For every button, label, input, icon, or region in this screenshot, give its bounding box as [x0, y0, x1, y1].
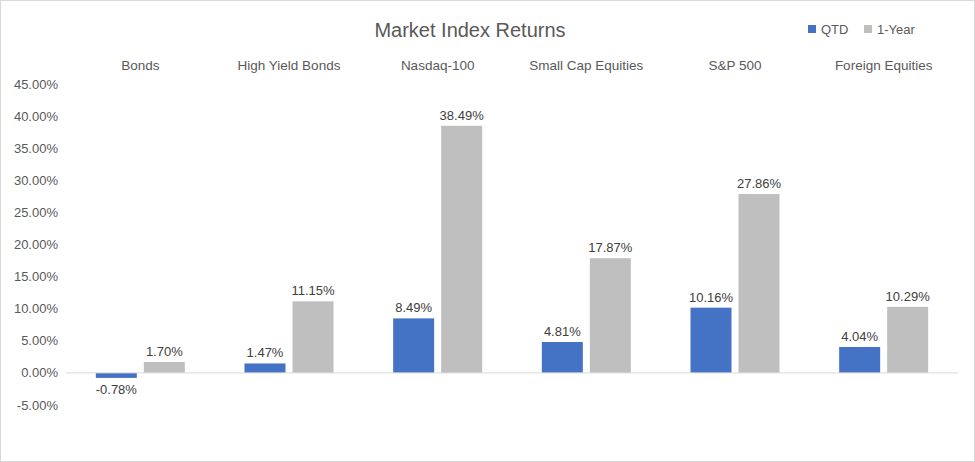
bar	[542, 342, 583, 373]
title: Market Index Returns	[374, 19, 565, 41]
legend-label: 1-Year	[877, 22, 915, 37]
category-label: High Yield Bonds	[238, 58, 341, 73]
zero-axis	[66, 372, 958, 373]
legend-swatch	[864, 25, 872, 33]
data-label: 10.16%	[689, 290, 734, 305]
y-tick-label: -5.00%	[17, 398, 59, 413]
y-tick-label: 45.00%	[14, 77, 59, 92]
data-label: 1.47%	[247, 345, 284, 360]
y-tick-label: 10.00%	[14, 301, 59, 316]
bar	[887, 307, 928, 373]
data-label: 4.04%	[841, 329, 878, 344]
data-label: 4.81%	[544, 324, 581, 339]
chart: Market Index Returns QTD 1-Year -5.00% 0.00%…	[0, 0, 975, 462]
legend-item: 1-Year	[864, 22, 915, 37]
bar	[691, 308, 732, 373]
data-label: 8.49%	[395, 300, 432, 315]
category-label: Nasdaq-100	[401, 58, 475, 73]
data-label: 10.29%	[886, 289, 931, 304]
bar	[839, 347, 880, 373]
bars	[96, 126, 928, 378]
y-tick-label: 0.00%	[21, 365, 58, 380]
data-label: 17.87%	[588, 240, 633, 255]
bar	[441, 126, 482, 373]
legend-label: QTD	[821, 22, 848, 37]
y-tick-label: 15.00%	[14, 269, 59, 284]
y-tick-label: 35.00%	[14, 141, 59, 156]
bar	[739, 194, 780, 373]
category-label: Bonds	[121, 58, 160, 73]
chart-border	[1, 1, 975, 462]
category-label: S&P 500	[708, 58, 761, 73]
y-tick-label: 40.00%	[14, 109, 59, 124]
legend-swatch	[808, 25, 816, 33]
data-labels: -0.78% 1.47% 8.49% 4.81% 10.16% 4.04% 1.70% 11.…	[96, 108, 930, 397]
legend-item: QTD	[808, 22, 848, 37]
y-tick-label: 25.00%	[14, 205, 59, 220]
bar	[144, 362, 185, 373]
data-label: 38.49%	[440, 108, 485, 123]
bar	[590, 258, 631, 373]
bar	[293, 301, 334, 373]
data-label: -0.78%	[96, 382, 138, 397]
bar	[96, 373, 137, 378]
data-label: 11.15%	[291, 283, 335, 298]
data-label: 27.86%	[737, 176, 782, 191]
y-tick-label: 5.00%	[21, 333, 58, 348]
category-label: Foreign Equities	[835, 58, 933, 73]
bar	[393, 318, 434, 373]
category-label: Small Cap Equities	[529, 58, 643, 73]
bar	[245, 363, 286, 372]
y-tick-label: 20.00%	[14, 237, 59, 252]
data-label: 1.70%	[146, 344, 183, 359]
y-tick-label: 30.00%	[14, 173, 59, 188]
